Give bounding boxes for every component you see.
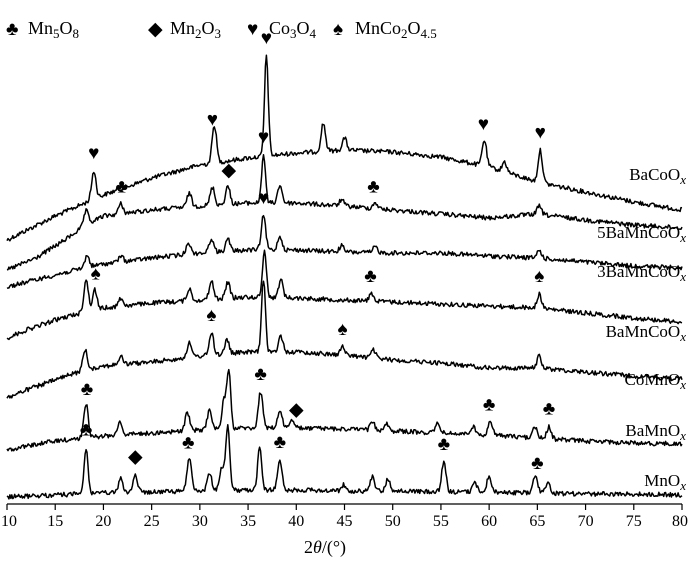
spade-icon: ♠ xyxy=(338,319,348,340)
x-tick-label: 60 xyxy=(481,513,497,530)
x-tick-label: 80 xyxy=(672,513,688,530)
x-tick-label: 50 xyxy=(385,513,401,530)
x-tick-label: 35 xyxy=(240,513,256,530)
club-icon: ♣ xyxy=(367,176,379,197)
heart-icon: ♥ xyxy=(478,114,489,135)
trace-bamncoox xyxy=(6,249,683,341)
spade-icon: ♠ xyxy=(534,266,544,287)
legend-item-co3o4: ♥ Co3O4 xyxy=(247,18,317,41)
diamond-icon: ◆ xyxy=(128,446,143,467)
trace-5bamncoox xyxy=(6,153,683,271)
club-icon: ♣ xyxy=(274,432,286,453)
trace-bacoox xyxy=(6,54,683,242)
club-icon: ♣ xyxy=(81,379,93,400)
x-tick-label: 45 xyxy=(337,513,353,530)
club-icon: ♣ xyxy=(182,432,194,453)
legend-label: Mn5O8 xyxy=(28,18,79,41)
sample-label-bacoox: BaCoOx xyxy=(629,165,686,187)
club-icon: ♣ xyxy=(438,434,450,455)
x-tick-label: 15 xyxy=(47,513,63,530)
heart-icon: ♥ xyxy=(258,188,269,209)
heart-icon: ♥ xyxy=(88,143,99,164)
legend-item-mn5o8: ♣ Mn5O8 xyxy=(6,18,79,41)
diamond-icon: ◆ xyxy=(148,19,163,40)
x-axis-label: 2θ/(°) xyxy=(304,537,346,558)
x-tick-label: 10 xyxy=(1,513,17,530)
club-icon: ♣ xyxy=(364,266,376,287)
heart-icon: ♥ xyxy=(247,19,258,40)
x-tick-label: 40 xyxy=(288,513,304,530)
sample-label-mnox: MnOx xyxy=(644,471,686,493)
heart-icon: ♥ xyxy=(535,123,546,144)
x-tick-label: 75 xyxy=(626,513,642,530)
sample-labels: BaCoOx 5BaMnCoOx 3BaMnCoOx BaMnCoOx CoMnOx Ba… xyxy=(597,165,686,493)
club-icon: ♣ xyxy=(483,394,495,415)
heart-icon: ♥ xyxy=(261,28,272,49)
club-icon: ♣ xyxy=(254,364,266,385)
legend: ♣ Mn5O8 ◆ Mn2O3 ♥ Co3O4 ♠ MnCo2O4.5 xyxy=(6,18,437,41)
trace-comnox xyxy=(6,280,683,399)
diamond-icon: ◆ xyxy=(289,399,304,420)
sample-label-bamncoox: BaMnCoOx xyxy=(606,322,687,344)
sample-label-5bamncoox: 5BaMnCoOx xyxy=(597,223,686,245)
diamond-icon: ◆ xyxy=(221,160,236,181)
x-axis: 10 15 20 25 30 35 40 45 50 55 60 65 70 75 80 xyxy=(1,503,688,530)
trace-mnox xyxy=(6,423,683,500)
phase-markers: ♥♥♥♥ ♥♣◆♥♣♥♠ ♣ ♠♠♠♣♣◆ ♣ ♣♣◆♣ ♣ ♣♣ xyxy=(80,28,555,474)
x-tick-label: 30 xyxy=(192,513,208,530)
x-tick-label: 25 xyxy=(144,513,160,530)
legend-item-mn2o3: ◆ Mn2O3 xyxy=(148,18,221,41)
trace-bamnox xyxy=(6,368,683,452)
legend-label: Mn2O3 xyxy=(170,18,221,41)
club-icon: ♣ xyxy=(80,420,92,441)
x-tick-label: 55 xyxy=(433,513,449,530)
heart-icon: ♥ xyxy=(207,109,218,130)
club-icon: ♣ xyxy=(116,177,128,198)
club-icon: ♣ xyxy=(543,399,555,420)
sample-label-3bamncoox: 3BaMnCoOx xyxy=(597,262,686,284)
legend-item-mnco2o4-5: ♠ MnCo2O4.5 xyxy=(333,18,437,41)
trace-3bamncoox xyxy=(6,214,683,289)
club-icon: ♣ xyxy=(531,453,543,474)
legend-label: MnCo2O4.5 xyxy=(355,18,437,41)
sample-label-comnox: CoMnOx xyxy=(625,370,687,392)
legend-label: Co3O4 xyxy=(269,18,317,41)
x-tick-label: 65 xyxy=(529,513,545,530)
sample-label-bamnox: BaMnOx xyxy=(625,421,686,443)
x-tick-label: 20 xyxy=(95,513,111,530)
traces xyxy=(6,54,683,500)
heart-icon: ♥ xyxy=(258,127,269,148)
spade-icon: ♠ xyxy=(333,19,343,40)
x-tick-label: 70 xyxy=(578,513,594,530)
spade-icon: ♠ xyxy=(206,305,216,326)
club-icon: ♣ xyxy=(6,19,18,40)
spade-icon: ♠ xyxy=(91,263,101,284)
